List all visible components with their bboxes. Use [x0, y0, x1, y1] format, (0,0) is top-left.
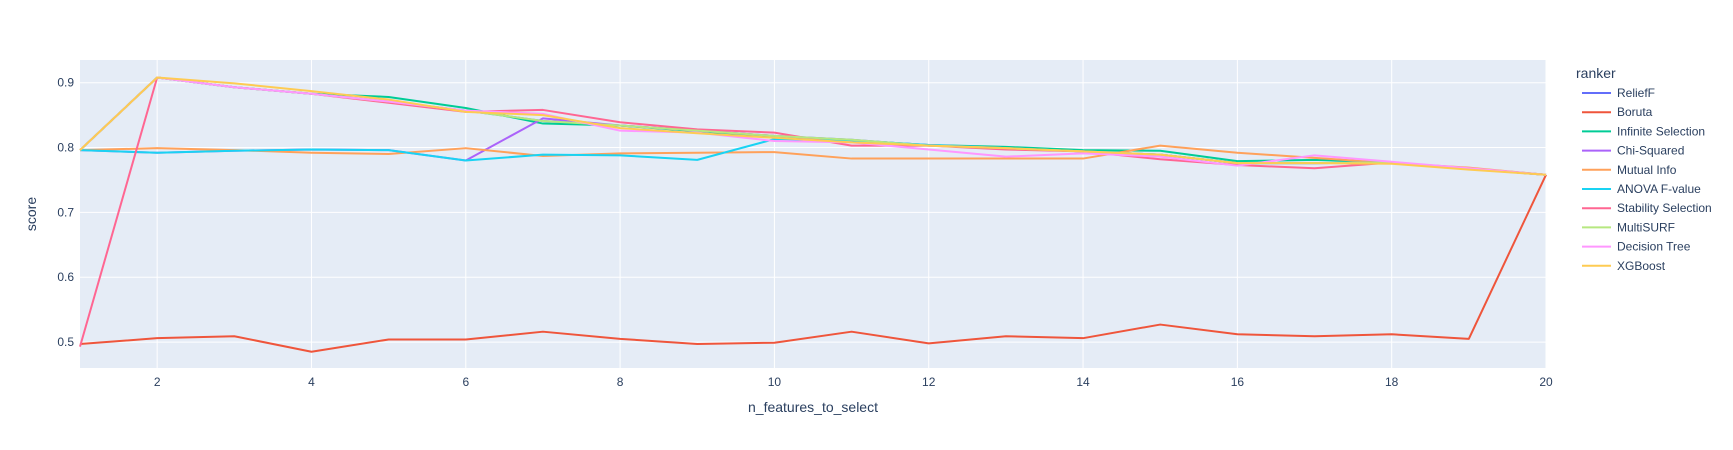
series-line-xgboost	[79, 76, 1547, 176]
x-tick-label: 12	[922, 375, 936, 389]
y-tick-label: 0.7	[57, 205, 74, 219]
x-tick-label: 10	[768, 375, 782, 389]
legend-label: Infinite Selection	[1617, 124, 1705, 138]
plot-background	[80, 60, 1546, 368]
legend-label: XGBoost	[1617, 259, 1666, 273]
legend-item-mutual-info[interactable]: Mutual Info	[1582, 163, 1677, 177]
legend-item-chi-squared[interactable]: Chi-Squared	[1582, 144, 1684, 158]
legend-item-xgboost[interactable]: XGBoost	[1582, 259, 1666, 273]
legend: ranker ReliefF Boruta Infinite Selection Ch…	[1576, 65, 1712, 273]
legend-title: ranker	[1576, 65, 1616, 81]
legend-item-relieff[interactable]: ReliefF	[1582, 86, 1655, 100]
legend-label: ANOVA F-value	[1617, 182, 1701, 196]
legend-label: Mutual Info	[1617, 163, 1677, 177]
legend-item-multisurf[interactable]: MultiSURF	[1582, 220, 1675, 234]
legend-item-infinite-selection[interactable]: Infinite Selection	[1582, 124, 1705, 138]
legend-label: MultiSURF	[1617, 220, 1675, 234]
legend-item-boruta[interactable]: Boruta	[1582, 105, 1653, 119]
x-tick-label: 18	[1385, 375, 1399, 389]
x-axis-title: n_features_to_select	[748, 399, 878, 415]
x-tick-label: 16	[1231, 375, 1245, 389]
legend-item-anova-f-value[interactable]: ANOVA F-value	[1582, 182, 1701, 196]
x-tick-labels: 2 4 6 8 10 12 14 16 18 20	[154, 375, 1553, 389]
legend-item-decision-tree[interactable]: Decision Tree	[1582, 240, 1691, 254]
legend-label: ReliefF	[1617, 86, 1655, 100]
legend-label: Chi-Squared	[1617, 144, 1684, 158]
series-line-boruta	[79, 174, 1547, 353]
legend-label: Stability Selection	[1617, 201, 1712, 215]
x-tick-label: 14	[1076, 375, 1090, 389]
y-axis-title: score	[23, 197, 39, 231]
legend-label: Boruta	[1617, 105, 1653, 119]
series-line-decision-tree	[79, 76, 1547, 176]
y-tick-label: 0.8	[57, 141, 74, 155]
x-tick-label: 8	[617, 375, 624, 389]
x-tick-label: 20	[1539, 375, 1553, 389]
x-tick-label: 2	[154, 375, 161, 389]
y-tick-label: 0.6	[57, 270, 74, 284]
x-tick-label: 6	[462, 375, 469, 389]
y-tick-label: 0.9	[57, 76, 74, 90]
y-tick-labels: 0.5 0.6 0.7 0.8 0.9	[57, 76, 74, 349]
y-gridlines	[80, 82, 1546, 343]
y-tick-label: 0.5	[57, 335, 74, 349]
series-lines	[79, 76, 1547, 353]
legend-item-stability-selection[interactable]: Stability Selection	[1582, 201, 1712, 215]
legend-label: Decision Tree	[1617, 240, 1691, 254]
x-tick-label: 4	[308, 375, 315, 389]
